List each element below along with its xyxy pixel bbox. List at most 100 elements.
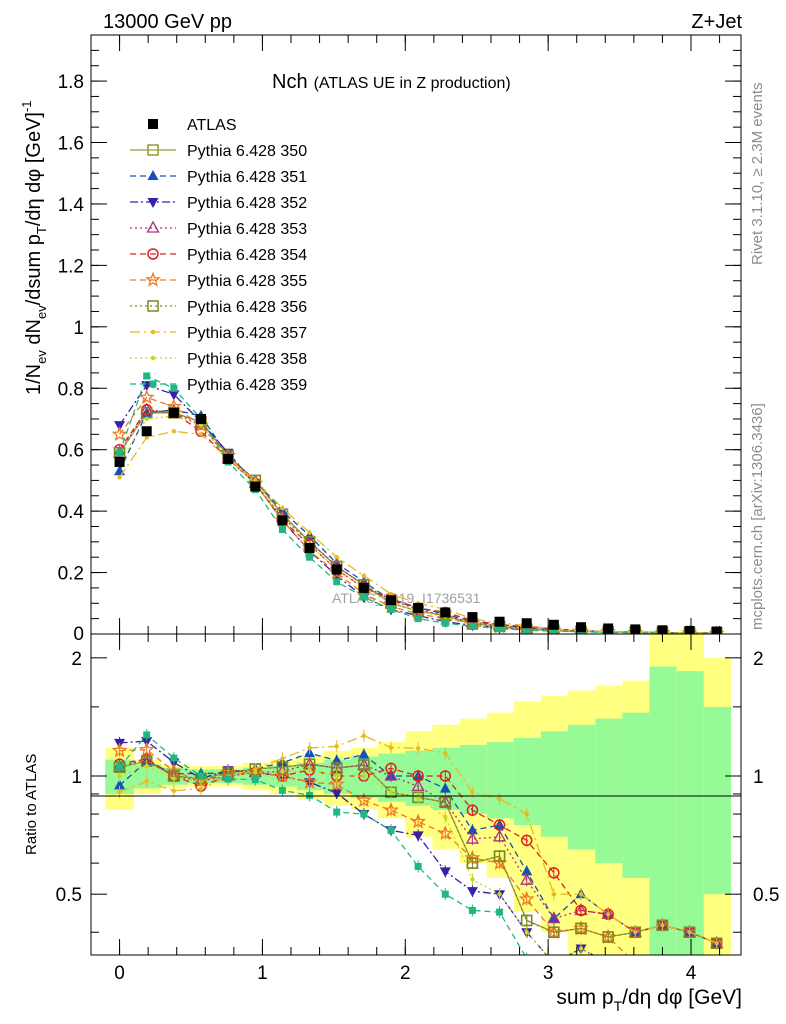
series-point: [388, 591, 394, 597]
y-tick-label: 1.8: [58, 72, 84, 93]
ratio-point: [466, 857, 479, 869]
atlas-data: [114, 407, 722, 634]
ratio-point: [548, 926, 560, 938]
x-tick-label: 4: [686, 963, 697, 984]
legend-label: Pythia 6.428 359: [187, 377, 307, 394]
ratio-point: [437, 825, 454, 841]
ratio-point: [280, 756, 285, 761]
series-point: [170, 384, 178, 392]
ratio-point: [331, 754, 343, 765]
series-point: [140, 402, 154, 415]
atlas-data-point: [331, 564, 342, 575]
ratio-point: [630, 959, 641, 969]
legend-entry: Pythia 6.428 353: [130, 220, 307, 238]
y-tick-label: 0.4: [58, 502, 85, 523]
series-point: [117, 475, 122, 480]
legend-entry: ATLAS: [148, 117, 237, 134]
legend: ATLAS Pythia 6.428 350 Pythia 6.428 351 Pyt…: [130, 117, 307, 394]
atlas-data-point: [277, 515, 288, 526]
ratio-point: [138, 741, 155, 757]
ratio-point: [465, 831, 480, 844]
ratio-point: [714, 941, 719, 946]
legend-entry: Pythia 6.428 358: [130, 351, 307, 368]
y-tick-label: 1.4: [58, 195, 85, 216]
ratio-point: [602, 931, 614, 943]
ratio-point: [493, 850, 506, 862]
ratio-point: [143, 731, 151, 739]
mcplots-label: mcplots.cern.ch [arXiv:1306.3436]: [749, 403, 766, 630]
legend-label: Pythia 6.428 356: [187, 299, 307, 316]
ratio-point: [170, 754, 178, 762]
x-tick-label: 0: [114, 963, 125, 984]
atlas-data-point: [168, 407, 179, 418]
x-tick-label: 1: [257, 963, 268, 984]
legend-marker: [147, 248, 159, 260]
legend-entry: Pythia 6.428 357: [130, 325, 307, 342]
atlas-data-point: [494, 616, 505, 627]
ratio-point: [412, 831, 424, 842]
legend-entry: Pythia 6.428 355: [130, 271, 307, 290]
series-point: [198, 432, 204, 437]
series-point: [523, 626, 531, 634]
ratio-point: [384, 768, 398, 781]
series-point: [361, 573, 367, 578]
ratio-series-359: [116, 728, 528, 955]
ratio-point: [687, 930, 692, 935]
ratio-point: [439, 782, 451, 793]
ratio-stat-band: [486, 742, 514, 819]
legend-label: Pythia 6.428 354: [187, 247, 307, 264]
ratio-point: [117, 773, 122, 779]
ratio-point: [144, 779, 149, 784]
ratio-point: [548, 867, 560, 879]
series-point: [111, 425, 128, 442]
ratio-point: [251, 776, 259, 784]
legend-marker: [147, 170, 159, 180]
ratio-point: [551, 891, 557, 897]
atlas-data-point: [223, 453, 234, 464]
ratio-point: [520, 914, 533, 927]
ratio-tick-label-right: 0.5: [753, 885, 779, 906]
ratio-point: [411, 778, 425, 791]
legend-entry: Pythia 6.428 356: [130, 299, 307, 316]
series-point: [441, 619, 449, 627]
legend-label: Pythia 6.428 357: [187, 325, 307, 342]
ratio-point: [497, 891, 502, 897]
ratio-point: [356, 792, 372, 808]
ratio-point: [224, 775, 232, 783]
ratio-point: [307, 745, 312, 751]
legend-label: Pythia 6.428 350: [187, 143, 307, 160]
series-point: [116, 449, 124, 457]
ratio-point: [492, 829, 507, 842]
ratio-point: [605, 912, 611, 917]
legend-marker: [147, 198, 159, 208]
header-right: Z+Jet: [691, 11, 742, 33]
series-point: [334, 555, 339, 560]
ratio-point: [415, 746, 421, 751]
y-tick-label: 1.2: [58, 256, 84, 277]
legend-label: Pythia 6.428 358: [187, 351, 307, 368]
ratio-point: [253, 770, 258, 775]
ratio-point: [328, 775, 345, 792]
ratio-point: [361, 773, 367, 779]
chart-title-sub: (ATLAS UE in Z production): [314, 75, 511, 92]
ratio-point: [383, 801, 399, 817]
ratio-point: [116, 763, 124, 771]
axis-ticks: 0 1 2 3 4 0.2 0.4 0.6 0.8 1 1.2 1.4 1.6 1.8 0 0.5 0.5 1 1 2…: [56, 35, 779, 984]
ratio-point: [633, 930, 638, 935]
series-point: [194, 417, 208, 430]
legend-entry: Pythia 6.428 350: [130, 143, 307, 160]
ratio-point: [441, 890, 449, 898]
ratio-point: [307, 767, 312, 773]
ratio-stat-band: [133, 764, 161, 789]
ratio-point: [524, 811, 529, 817]
ratio-point: [334, 744, 339, 749]
series-point: [171, 429, 177, 434]
ratio-point: [412, 770, 424, 782]
series-point: [333, 578, 341, 586]
ratio-point: [197, 772, 205, 780]
ratio-point: [171, 788, 177, 794]
series-point: [280, 505, 285, 511]
ratio-point: [470, 790, 475, 795]
legend-marker: [145, 271, 161, 287]
